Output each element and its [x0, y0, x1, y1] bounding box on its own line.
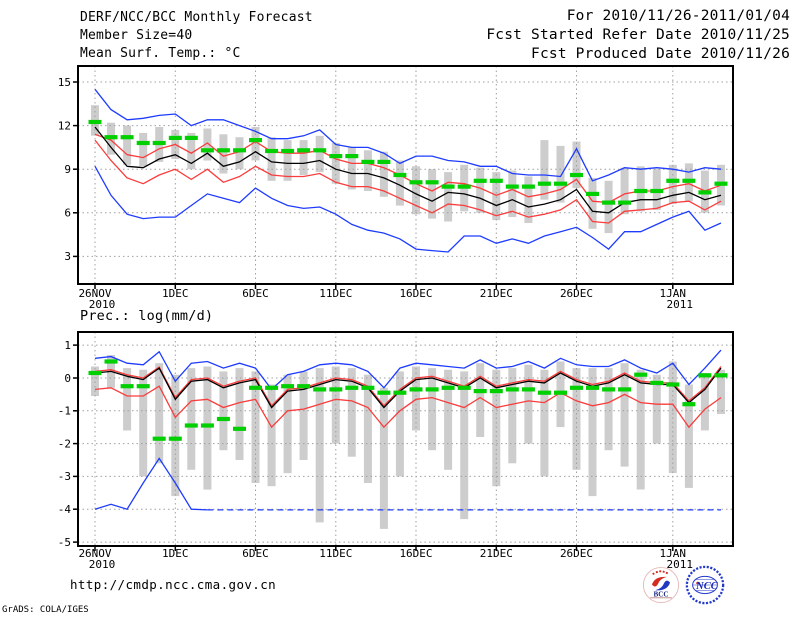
temp-x-tick-year: 2010	[89, 298, 116, 311]
bcc-swirl-blue	[655, 580, 671, 591]
ncc-logo: NCC	[685, 565, 725, 605]
bcc-bottom-arc-marks	[650, 597, 672, 599]
prec-min-line	[94, 457, 208, 511]
prec-y-tick-label: -2	[58, 437, 71, 450]
temp-x-tick-label: 26DEC	[560, 287, 593, 300]
temp-observation-climatology-marks	[88, 119, 728, 205]
prec-series-lines	[94, 349, 722, 511]
prec-x-tick-label: 26DEC	[560, 547, 593, 560]
prec-x-tick-label: 21DEC	[480, 547, 513, 560]
temp-min-line	[94, 165, 722, 253]
temp-x-tick-label: 26NOV	[78, 287, 111, 300]
prec-x-tick-label: 1DEC	[162, 547, 189, 560]
temp-y-tick-label: 15	[58, 76, 71, 89]
temp-ensemble-mean-line	[94, 126, 722, 214]
temp-grid	[78, 66, 733, 284]
prec-y-tick-label: -1	[58, 405, 71, 418]
website-url: http://cmdp.ncc.cma.gov.cn	[70, 577, 277, 592]
temp-x-tick-label: 1DEC	[162, 287, 189, 300]
prec-mean-minus-std-line	[94, 385, 722, 429]
temp-y-tick-label: 9	[64, 163, 71, 176]
prec-x-tick-label: 6DEC	[242, 547, 269, 560]
ncc-globe	[692, 575, 718, 595]
ncc-globe-lines	[693, 579, 717, 591]
grads-credit: GrADS: COLA/IGES	[2, 605, 89, 615]
prec-y-tick-label: 0	[64, 372, 71, 385]
page-title: DERF/NCC/BCC Monthly Forecast	[80, 10, 313, 25]
produced-date-label: Fcst Produced Date 2010/11/26	[531, 46, 790, 62]
prec-max-line	[94, 349, 722, 391]
bcc-logo: BCC	[642, 566, 680, 604]
ncc-logo-caption: NCC	[695, 581, 719, 592]
temp-chart-title: Mean Surf. Temp.: °C	[80, 46, 241, 61]
prec-x-tick-year: 2010	[89, 558, 116, 571]
temp-frame	[77, 65, 734, 285]
bcc-logo-caption: BCC	[653, 590, 668, 598]
prec-observation-climatology-marks	[88, 359, 728, 441]
bcc-top-arc-marks	[652, 570, 669, 576]
prec-spread-bars	[91, 355, 725, 529]
temp-mean-plus-std-line	[94, 133, 722, 204]
prec-y-tick-label: 1	[64, 339, 71, 352]
temp-x-tick-label: 6DEC	[242, 287, 269, 300]
prec-x-tick-label: 16DEC	[399, 547, 432, 560]
member-size-label: Member Size=40	[80, 28, 193, 43]
temp-max-line	[94, 88, 722, 182]
prec-ensemble-mean-line	[94, 367, 722, 409]
temp-x-tick-year: 2011	[667, 298, 694, 311]
prec-mean-plus-std-line	[94, 366, 722, 407]
prec-y-tick-label: -4	[58, 503, 72, 516]
ncc-red-accent	[695, 581, 700, 585]
prec-frame	[77, 331, 734, 547]
temp-x-tick-label: 11DEC	[319, 287, 352, 300]
prec-chart-title: Prec.: log(mm/d)	[80, 308, 214, 324]
temp-x-tick-label: 16DEC	[399, 287, 432, 300]
temp-x-tick-label: 1JAN	[660, 287, 687, 300]
prec-x-tick-label: 1JAN	[660, 547, 687, 560]
prec-grid	[78, 332, 733, 546]
prec-y-tick-label: -5	[58, 536, 71, 549]
refer-date-label: Fcst Started Refer Date 2010/11/25	[486, 27, 790, 43]
temp-y-tick-label: 3	[64, 250, 71, 263]
prec-y-tick-label: -3	[58, 470, 71, 483]
prec-x-tick-label: 26NOV	[78, 547, 111, 560]
temp-x-tick-label: 21DEC	[480, 287, 513, 300]
prec-x-tick-year: 2011	[667, 558, 694, 571]
bcc-swirl-red	[651, 576, 667, 587]
temp-series-lines	[94, 88, 722, 253]
forecast-range-label: For 2010/11/26-2011/01/04	[566, 8, 790, 24]
temp-y-tick-label: 6	[64, 207, 71, 220]
temp-mean-minus-std-line	[94, 139, 722, 224]
prec-x-tick-label: 11DEC	[319, 547, 352, 560]
temp-y-tick-label: 12	[58, 119, 71, 132]
